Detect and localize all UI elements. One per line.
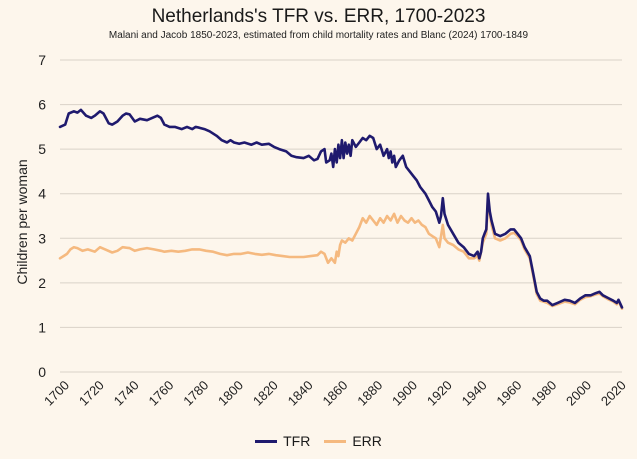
y-tick-label: 5: [38, 141, 46, 157]
legend-item-err: ERR: [324, 433, 382, 449]
y-tick-label: 1: [38, 319, 46, 335]
legend: TFR ERR: [0, 433, 637, 449]
x-tick-label: 1960: [493, 378, 524, 409]
y-tick-label: 3: [38, 230, 46, 246]
legend-swatch-tfr: [255, 439, 278, 443]
y-axis-ticks: 0 1 2 3 4 5 6 7: [38, 52, 46, 380]
legend-swatch-err: [324, 439, 347, 443]
chart-title: Netherlands's TFR vs. ERR, 1700-2023: [151, 6, 486, 27]
y-tick-label: 6: [38, 97, 46, 113]
x-tick-label: 1720: [76, 378, 107, 409]
chart-subtitle: Malani and Jacob 1850-2023, estimated fr…: [108, 30, 529, 41]
x-tick-label: 1840: [285, 378, 316, 409]
x-tick-label: 1740: [111, 378, 142, 409]
x-tick-label: 1700: [41, 378, 72, 409]
x-tick-label: 1780: [180, 378, 211, 409]
y-tick-label: 0: [38, 364, 46, 380]
series-line-tfr: [58, 108, 624, 309]
legend-label-tfr: TFR: [283, 433, 311, 449]
x-axis-ticks: 1700 1720 1740 1760 1780 1800 1820 1840 1860 1880…: [41, 378, 629, 409]
x-tick-label: 1900: [389, 378, 420, 409]
x-tick-label: 2000: [563, 378, 594, 409]
x-tick-label: 1760: [145, 378, 176, 409]
y-axis-label: Children per woman: [14, 159, 30, 284]
y-tick-label: 2: [38, 275, 46, 291]
grid-lines: [60, 59, 622, 373]
x-tick-label: 1940: [459, 378, 490, 409]
x-tick-label: 1800: [215, 378, 246, 409]
x-tick-label: 1880: [354, 378, 385, 409]
y-tick-label: 4: [38, 186, 46, 202]
x-tick-label: 1860: [319, 378, 350, 409]
series-lines: [58, 108, 624, 310]
x-tick-label: 2020: [598, 378, 629, 409]
x-tick-label: 1820: [250, 378, 281, 409]
y-tick-label: 7: [38, 52, 46, 68]
x-tick-label: 1920: [424, 378, 455, 409]
legend-item-tfr: TFR: [255, 433, 310, 449]
legend-label-err: ERR: [352, 433, 382, 449]
x-tick-label: 1980: [528, 378, 559, 409]
